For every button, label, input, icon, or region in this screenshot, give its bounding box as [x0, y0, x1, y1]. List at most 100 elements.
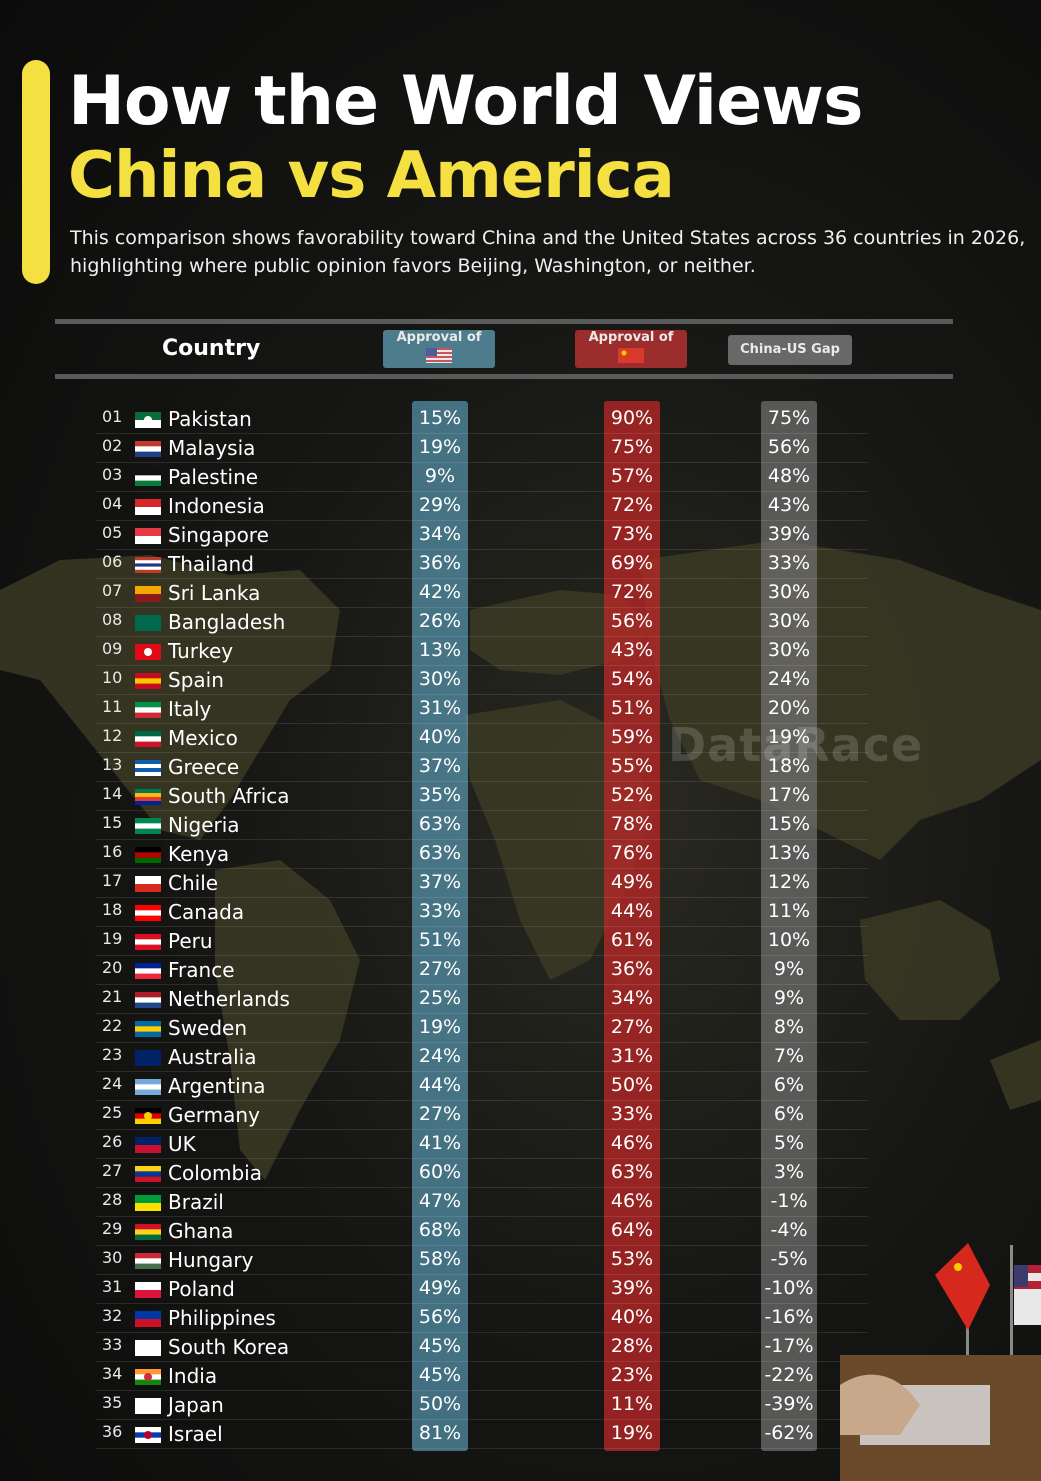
china-approval-value: 28% — [610, 1335, 654, 1357]
row-rank: 25 — [102, 1103, 123, 1122]
usa-approval-value: 42% — [418, 581, 462, 603]
country-flag-icon — [135, 731, 161, 747]
row-rank: 35 — [102, 1393, 123, 1412]
usa-approval-value: 19% — [418, 436, 462, 458]
country-flag-icon — [135, 673, 161, 689]
usa-approval-value: 41% — [418, 1132, 462, 1154]
usa-approval-value: 49% — [418, 1277, 462, 1299]
row-rank: 29 — [102, 1219, 123, 1238]
gap-value: -17% — [764, 1335, 814, 1357]
table-row: 34 India 45% 23% -22% — [0, 1362, 1041, 1391]
row-rank: 18 — [102, 900, 123, 919]
row-rank: 26 — [102, 1132, 123, 1151]
gap-value: 75% — [767, 407, 811, 429]
china-approval-value: 72% — [610, 581, 654, 603]
table-row: 29 Ghana 68% 64% -4% — [0, 1217, 1041, 1246]
row-rank: 16 — [102, 842, 123, 861]
table-row: 05 Singapore 34% 73% 39% — [0, 521, 1041, 550]
china-approval-value: 40% — [610, 1306, 654, 1328]
gap-value: -22% — [764, 1364, 814, 1386]
row-rank: 24 — [102, 1074, 123, 1093]
country-name: Colombia — [168, 1161, 262, 1185]
row-rank: 11 — [102, 697, 123, 716]
table-row: 11 Italy 31% 51% 20% — [0, 695, 1041, 724]
row-rank: 30 — [102, 1248, 123, 1267]
china-approval-value: 75% — [610, 436, 654, 458]
country-flag-icon — [135, 1050, 161, 1066]
country-name: Peru — [168, 929, 213, 953]
china-approval-value: 19% — [610, 1422, 654, 1444]
country-flag-icon — [135, 1137, 161, 1153]
country-name: Kenya — [168, 842, 230, 866]
usa-approval-value: 24% — [418, 1045, 462, 1067]
china-approval-value: 63% — [610, 1161, 654, 1183]
country-flag-icon — [135, 1369, 161, 1385]
gap-value: -10% — [764, 1277, 814, 1299]
page-subtitle: This comparison shows favorability towar… — [70, 227, 1026, 277]
row-rank: 05 — [102, 523, 123, 542]
country-flag-icon — [135, 760, 161, 776]
country-name: Turkey — [168, 639, 234, 663]
country-flag-icon — [135, 644, 161, 660]
table-row: 02 Malaysia 19% 75% 56% — [0, 434, 1041, 463]
usa-approval-value: 37% — [418, 871, 462, 893]
table-row: 24 Argentina 44% 50% 6% — [0, 1072, 1041, 1101]
usa-approval-value: 33% — [418, 900, 462, 922]
china-approval-value: 50% — [610, 1074, 654, 1096]
row-rank: 22 — [102, 1016, 123, 1035]
country-flag-icon — [135, 528, 161, 544]
table-row: 17 Chile 37% 49% 12% — [0, 869, 1041, 898]
usa-approval-value: 15% — [418, 407, 462, 429]
row-rank: 14 — [102, 784, 123, 803]
row-rank: 06 — [102, 552, 123, 571]
table-row: 19 Peru 51% 61% 10% — [0, 927, 1041, 956]
usa-approval-value: 26% — [418, 610, 462, 632]
row-rank: 34 — [102, 1364, 123, 1383]
usa-approval-value: 47% — [418, 1190, 462, 1212]
china-approval-value: 76% — [610, 842, 654, 864]
country-flag-icon — [135, 1079, 161, 1095]
table-row: 14 South Africa 35% 52% 17% — [0, 782, 1041, 811]
china-approval-value: 78% — [610, 813, 654, 835]
column-header-usa-label: Approval of — [396, 330, 482, 345]
china-approval-value: 57% — [610, 465, 654, 487]
usa-approval-value: 31% — [418, 697, 462, 719]
country-flag-icon — [135, 499, 161, 515]
china-approval-value: 27% — [610, 1016, 654, 1038]
row-rank: 32 — [102, 1306, 123, 1325]
table-row: 07 Sri Lanka 42% 72% 30% — [0, 579, 1041, 608]
country-flag-icon — [135, 963, 161, 979]
usa-approval-value: 27% — [418, 1103, 462, 1125]
country-flag-icon — [135, 470, 161, 486]
usa-approval-value: 29% — [418, 494, 462, 516]
row-rank: 13 — [102, 755, 123, 774]
china-approval-value: 36% — [610, 958, 654, 980]
table-row: 03 Palestine 9% 57% 48% — [0, 463, 1041, 492]
gap-value: -62% — [764, 1422, 814, 1444]
china-approval-value: 44% — [610, 900, 654, 922]
gap-column-band — [761, 401, 817, 1451]
country-flag-icon — [135, 702, 161, 718]
table-row: 01 Pakistan 15% 90% 75% — [0, 405, 1041, 434]
usa-approval-value: 58% — [418, 1248, 462, 1270]
country-flag-icon — [135, 586, 161, 602]
gap-value: 48% — [767, 465, 811, 487]
row-rank: 21 — [102, 987, 123, 1006]
china-approval-value: 69% — [610, 552, 654, 574]
country-name: Sri Lanka — [168, 581, 261, 605]
china-approval-value: 23% — [610, 1364, 654, 1386]
country-flag-icon — [135, 412, 161, 428]
country-name: Palestine — [168, 465, 259, 489]
header-bottom-rule — [55, 374, 953, 379]
usa-approval-value: 60% — [418, 1161, 462, 1183]
gap-value: -39% — [764, 1393, 814, 1415]
gap-value: 30% — [767, 639, 811, 661]
china-approval-value: 31% — [610, 1045, 654, 1067]
country-flag-icon — [135, 1282, 161, 1298]
table-row: 33 South Korea 45% 28% -17% — [0, 1333, 1041, 1362]
table-row: 21 Netherlands 25% 34% 9% — [0, 985, 1041, 1014]
usa-approval-value: 44% — [418, 1074, 462, 1096]
country-flag-icon — [135, 992, 161, 1008]
gap-value: 17% — [767, 784, 811, 806]
china-approval-value: 49% — [610, 871, 654, 893]
